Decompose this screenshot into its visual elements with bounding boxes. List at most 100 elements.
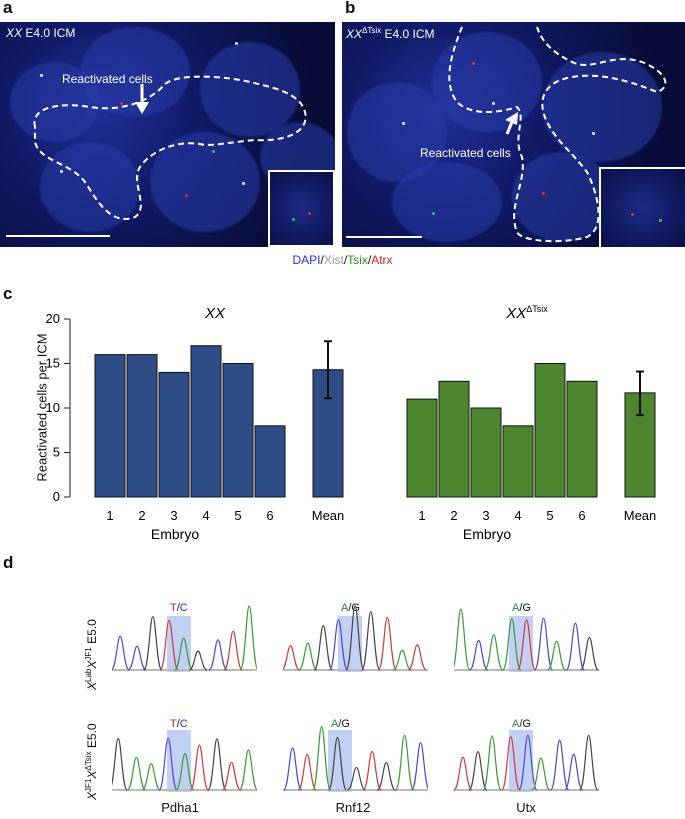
snp-label: A/G bbox=[331, 718, 350, 730]
snp-label: T/C bbox=[170, 718, 188, 730]
chromatogram-peak bbox=[484, 634, 504, 671]
chromatogram-peak bbox=[158, 737, 178, 791]
panel-a-inset bbox=[268, 170, 335, 247]
chromatogram-peak bbox=[141, 763, 161, 791]
panel-a-title: XX E4.0 ICM bbox=[6, 26, 76, 40]
chart-title: XX bbox=[204, 305, 226, 322]
chromatogram-peak bbox=[501, 736, 521, 791]
chromatogram-utx-row2: A/G bbox=[454, 718, 599, 796]
chromatogram-peak bbox=[112, 737, 128, 791]
panel-b-title: XXΔTsix E4.0 ICM bbox=[346, 26, 435, 41]
row1-genotype-label: XLabXJF1 E5.0 bbox=[84, 619, 99, 690]
channel-legend: DAPI/Xist/Tsix/Atrx bbox=[292, 253, 393, 267]
chromatogram-peak bbox=[208, 639, 228, 671]
chromatogram-peak bbox=[454, 756, 473, 791]
bar bbox=[254, 425, 286, 498]
chromatogram-peak bbox=[393, 649, 412, 671]
chromatogram-peak bbox=[283, 747, 303, 791]
chromatogram-peak bbox=[207, 738, 227, 791]
bar bbox=[502, 425, 534, 498]
panel-b-micrograph: XXΔTsix E4.0 ICM Reactivated cells bbox=[342, 22, 685, 247]
chromatogram-peak bbox=[238, 749, 257, 791]
bar bbox=[94, 354, 126, 498]
chromatogram-peak bbox=[547, 640, 566, 671]
chromatogram-peak bbox=[188, 650, 208, 671]
x-tick-label: 1 bbox=[418, 508, 425, 523]
chromatogram-peak bbox=[565, 622, 585, 671]
x-tick-label: 3 bbox=[170, 508, 177, 523]
chromatogram-peak bbox=[410, 742, 428, 791]
bar bbox=[190, 345, 222, 498]
x-tick-label: 5 bbox=[234, 508, 241, 523]
chromatogram-peak bbox=[564, 753, 584, 791]
chromatogram-peak bbox=[407, 644, 427, 671]
y-tick-label: 10 bbox=[46, 400, 60, 415]
bar bbox=[534, 363, 566, 498]
chromatogram-peak bbox=[454, 608, 471, 671]
chart-title: XXΔTsix bbox=[505, 304, 548, 322]
panel-a-outline bbox=[33, 75, 307, 220]
chromatogram-peak bbox=[502, 618, 522, 671]
chromatogram-peak bbox=[579, 734, 599, 791]
legend-xist: Xist bbox=[323, 253, 344, 267]
snp-label: A/G bbox=[512, 718, 531, 730]
y-tick-label: 0 bbox=[53, 489, 60, 504]
chromatogram-peak bbox=[174, 637, 194, 671]
chromatogram-peak bbox=[550, 739, 570, 791]
panel-a-annotation: Reactivated cells bbox=[62, 72, 153, 86]
chromatogram-peak bbox=[362, 750, 382, 791]
chromatogram-peak bbox=[468, 751, 488, 791]
chromatogram-peak bbox=[345, 605, 365, 671]
panel-b-scalebar bbox=[346, 236, 422, 238]
chromatogram-peak bbox=[298, 642, 318, 671]
chromatogram-peak bbox=[222, 761, 241, 791]
chromatogram-peak bbox=[175, 753, 195, 791]
panel-b-annotation: Reactivated cells bbox=[420, 146, 511, 160]
y-tick-label: 20 bbox=[46, 311, 60, 326]
panel-d-letter: d bbox=[3, 553, 14, 572]
panel-b-letter: b bbox=[345, 0, 356, 17]
x-tick-label: 1 bbox=[106, 508, 113, 523]
chromatogram-peak bbox=[376, 761, 396, 791]
bar bbox=[222, 363, 254, 498]
chromatogram-peak bbox=[127, 645, 147, 671]
x-tick-label: 4 bbox=[514, 508, 521, 523]
bar bbox=[438, 380, 470, 498]
chromatogram-peak bbox=[579, 636, 599, 671]
legend-atrx: Atrx bbox=[371, 253, 393, 267]
panel-a-scalebar bbox=[6, 235, 110, 237]
chromatogram-pdha1-row2: T/C bbox=[112, 718, 257, 796]
chromatogram-peak bbox=[518, 734, 538, 791]
x-tick-label: 5 bbox=[546, 508, 553, 523]
chromatogram-peak bbox=[126, 756, 147, 791]
bar bbox=[470, 407, 502, 498]
chromatogram-peak bbox=[531, 757, 551, 791]
panel-b-inset bbox=[599, 167, 685, 247]
chromatogram-peak bbox=[189, 744, 209, 791]
x-axis-label: Embryo bbox=[463, 526, 511, 542]
x-tick-label: Mean bbox=[312, 508, 345, 523]
chromatogram-peak bbox=[313, 625, 333, 671]
row2-genotype-label: XJF1XΔTsix E5.0 bbox=[84, 723, 99, 800]
chromatogram-peak bbox=[143, 615, 163, 671]
bar bbox=[406, 398, 438, 498]
gene-label-pdha1: Pdha1 bbox=[161, 800, 199, 815]
chromatogram-rnf12-row2: A/G bbox=[283, 718, 428, 796]
chromatogram-rnf12-row1: A/G bbox=[283, 598, 428, 676]
panel-c-letter: c bbox=[3, 284, 13, 303]
x-tick-label: 2 bbox=[450, 508, 457, 523]
panel-a-micrograph: XX E4.0 ICM Reactivated cells bbox=[0, 22, 335, 247]
chromatogram-peak bbox=[297, 753, 317, 791]
chromatogram-peak bbox=[159, 619, 179, 671]
x-tick-label: 2 bbox=[138, 508, 145, 523]
chromatogram-peak bbox=[312, 726, 332, 791]
bar bbox=[158, 371, 190, 498]
chromatogram-peak bbox=[516, 619, 537, 671]
chromatogram-pdha1-row1: T/C bbox=[112, 598, 257, 676]
chromatogram-peak bbox=[394, 734, 415, 791]
y-tick-label: 15 bbox=[46, 356, 60, 371]
panel-c-chart: XX 0 5 10 15 20 1 2 3 4 5 6 Mean Embryo XXΔTsix 1 2 3 4 5 6 M… bbox=[46, 304, 657, 542]
gene-label-utx: Utx bbox=[516, 800, 536, 815]
chromatogram-peak bbox=[223, 630, 243, 671]
chromatogram-peak bbox=[283, 645, 300, 671]
